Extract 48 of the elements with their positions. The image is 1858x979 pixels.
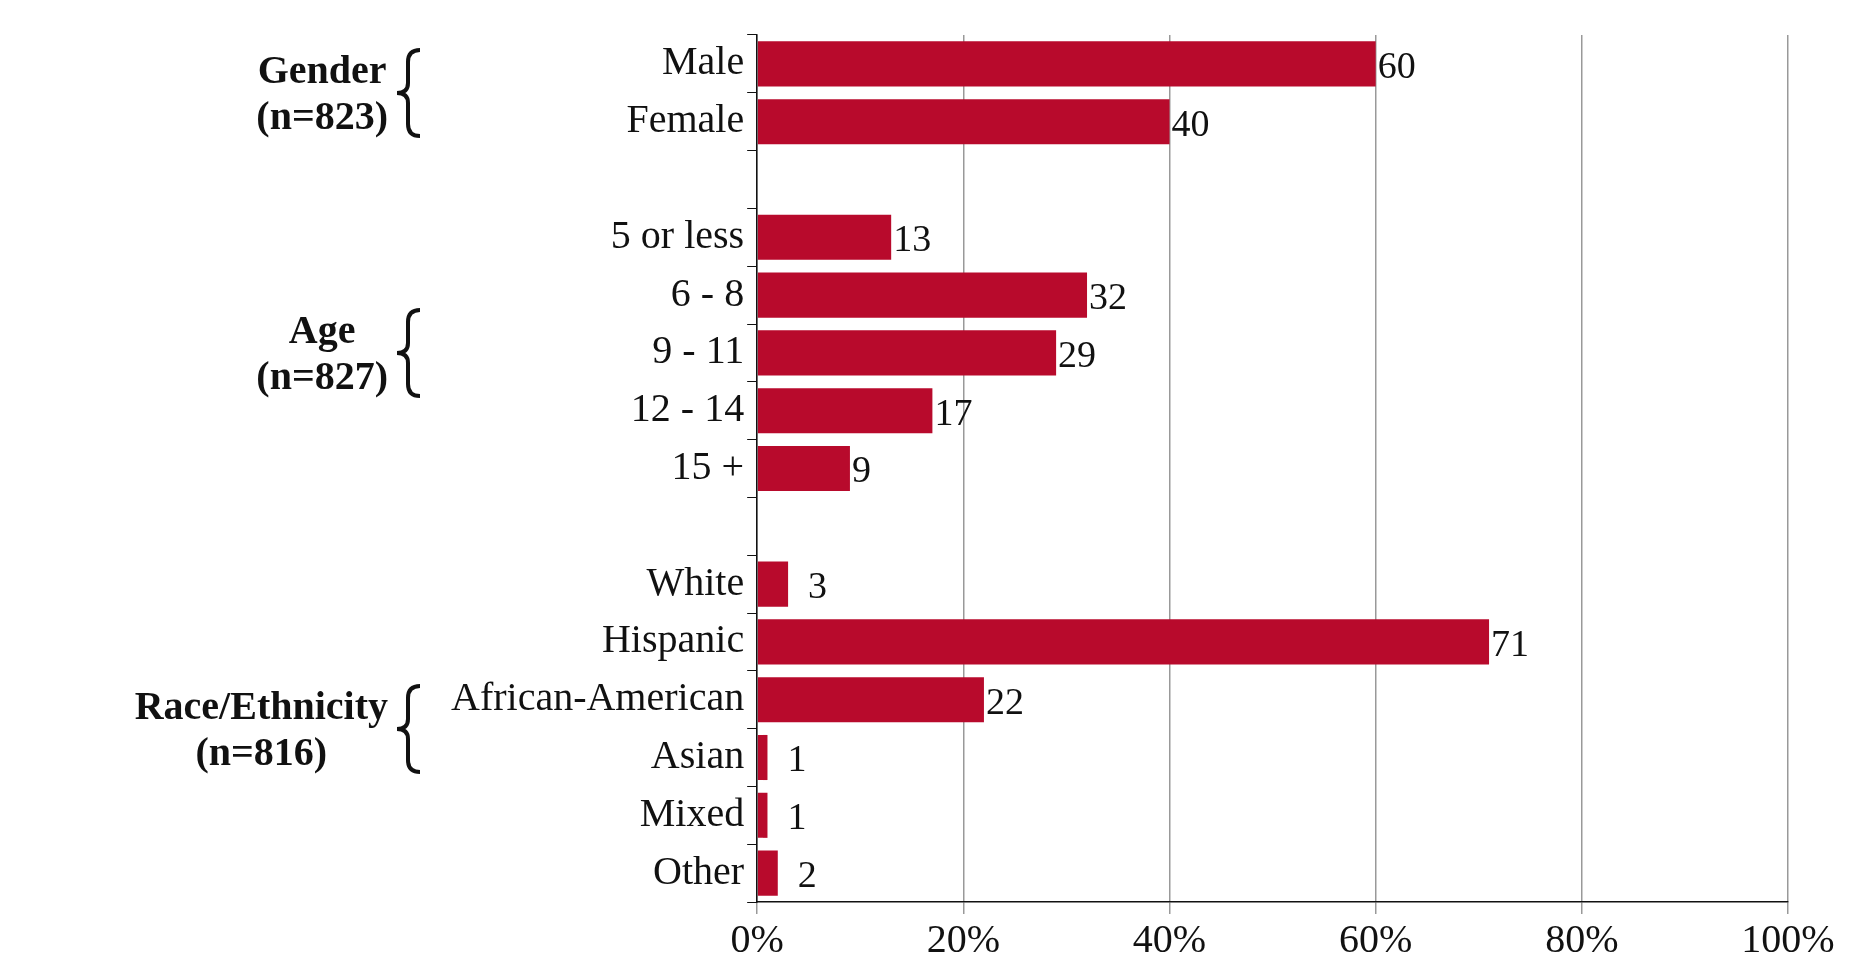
y-tick-label: Female	[626, 96, 745, 142]
x-tick-label: 80%	[1545, 915, 1619, 961]
data-label: 71	[1491, 621, 1530, 664]
data-label: 13	[893, 217, 932, 260]
y-tick-label: Hispanic	[601, 616, 745, 662]
x-tick-label: 40%	[1132, 915, 1207, 961]
y-tick-label: Asian	[650, 732, 745, 777]
bar	[757, 792, 768, 838]
data-label: 40	[1171, 101, 1210, 144]
y-tick-label: Mixed	[639, 789, 745, 835]
bar	[757, 388, 933, 434]
y-tick-label: 6 - 8	[670, 269, 745, 315]
bar	[757, 272, 1088, 318]
bar	[757, 850, 778, 896]
data-label: 17	[934, 390, 973, 433]
text: Race/Ethnicity (n=816)	[134, 682, 388, 774]
text: Gender (n=823)	[256, 46, 388, 138]
y-tick-label: Other	[653, 847, 745, 893]
data-label: 22	[985, 679, 1024, 722]
y-tick-label: White	[646, 558, 745, 604]
bar	[757, 619, 1490, 665]
text: Age (n=827)	[256, 306, 388, 398]
y-tick-label: 12 - 14	[630, 385, 745, 431]
bar	[757, 330, 1057, 376]
data-label: 9	[851, 448, 871, 491]
x-tick-label: 0%	[730, 915, 784, 961]
x-tick-label: 60%	[1339, 915, 1413, 961]
y-tick-label: 15 +	[671, 443, 745, 488]
y-tick-label: Male	[661, 38, 745, 84]
bar	[757, 677, 984, 723]
data-label: 32	[1089, 275, 1128, 318]
bar	[757, 561, 789, 607]
y-tick-label: African-American	[450, 674, 745, 720]
bar	[757, 41, 1376, 87]
bar	[757, 734, 768, 781]
data-label: 2	[797, 853, 817, 896]
y-tick-label: 9 - 11	[652, 327, 745, 373]
data-label: 1	[787, 737, 807, 780]
x-tick-label: 20%	[926, 915, 1000, 961]
y-tick-label: 5 or less	[610, 211, 745, 257]
bar	[757, 214, 892, 260]
data-label: 1	[787, 795, 807, 838]
data-label: 3	[808, 564, 828, 607]
x-tick-label: 100%	[1741, 915, 1835, 961]
data-label: 29	[1058, 332, 1097, 375]
bar	[757, 99, 1170, 145]
bar	[757, 445, 850, 492]
data-label: 60	[1377, 43, 1416, 86]
